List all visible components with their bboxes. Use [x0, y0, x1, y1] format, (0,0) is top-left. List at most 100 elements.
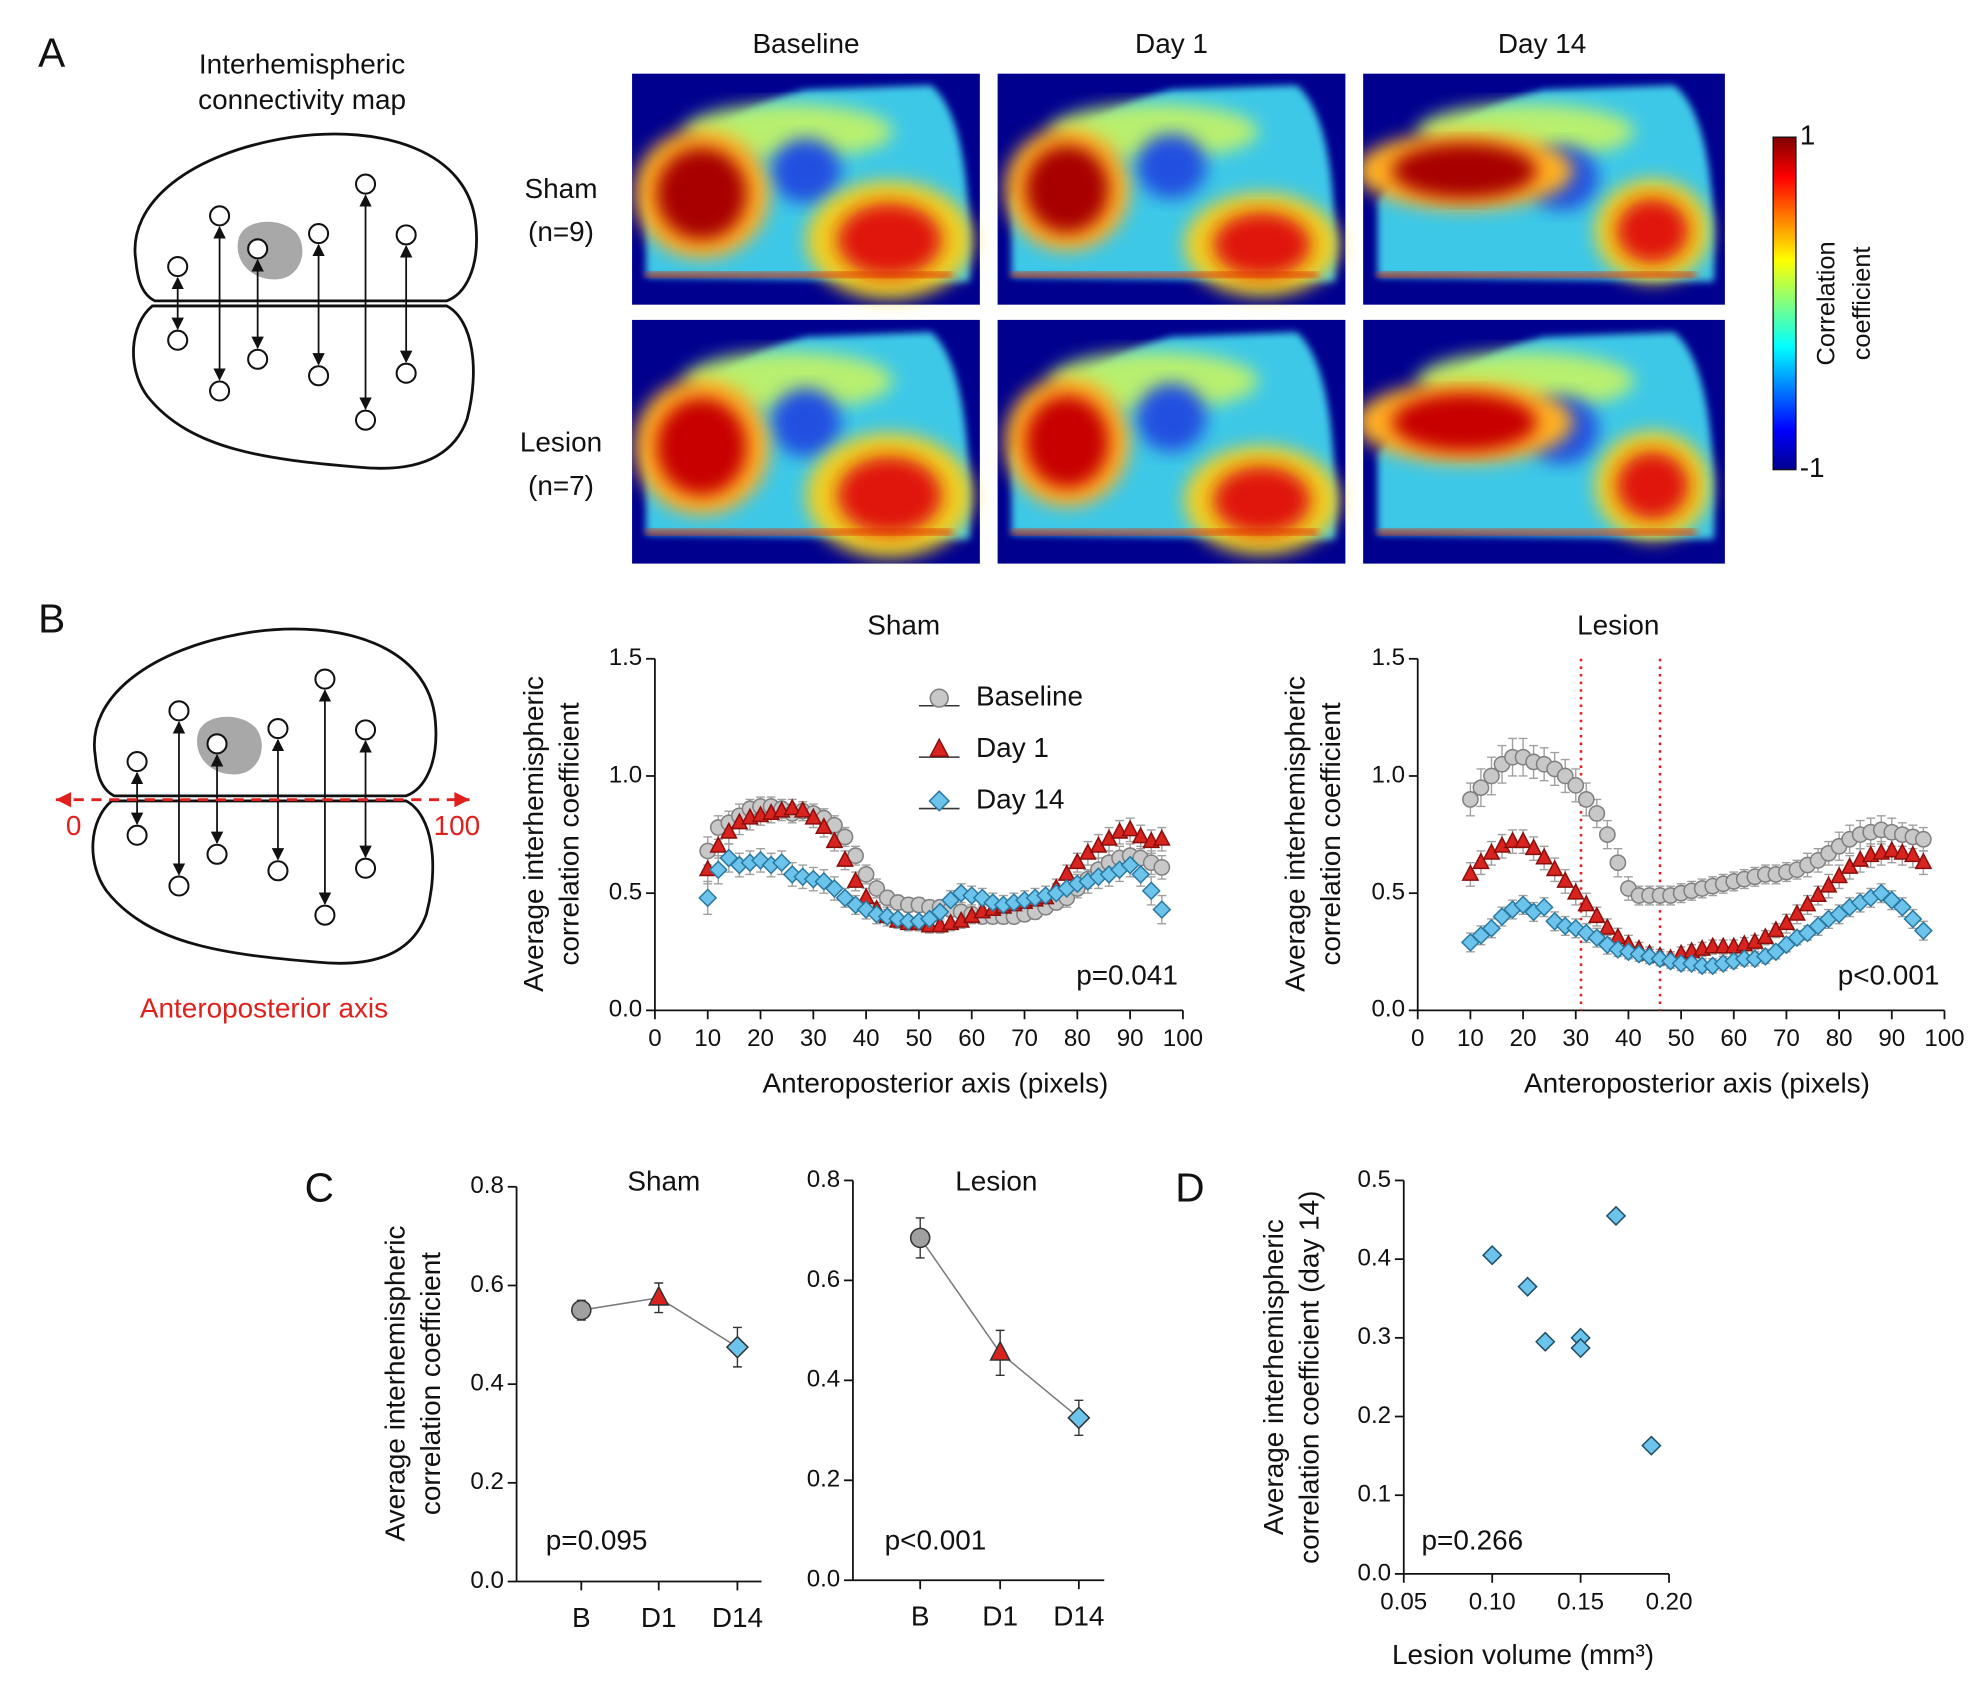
map-title: Interhemispheric — [199, 48, 405, 79]
x-tick-label: 30 — [800, 1025, 827, 1052]
heatmap-blob — [771, 138, 841, 204]
brain-diagram-axis — [55, 629, 470, 963]
chart-title: Sham — [627, 1165, 700, 1196]
x-tick-label: D14 — [712, 1602, 763, 1633]
marker — [1514, 831, 1532, 849]
x-tick-label: 0.10 — [1469, 1588, 1516, 1615]
heatmap-body — [1363, 85, 1715, 283]
marker — [1577, 894, 1596, 912]
heatmap-stripe — [1377, 529, 1696, 535]
marker — [1120, 855, 1140, 875]
x-tick-label: 40 — [1615, 1025, 1642, 1052]
y-axis-label: Average interhemispheric — [518, 676, 549, 992]
x-tick-label: 60 — [958, 1025, 985, 1052]
x-tick-label: 90 — [1878, 1025, 1905, 1052]
heatmap-body — [633, 85, 973, 300]
marker — [824, 879, 844, 898]
marker — [846, 871, 865, 888]
y-tick-label: 0.1 — [1358, 1481, 1392, 1508]
y-tick-label: 0.8 — [807, 1166, 841, 1193]
marker — [1892, 897, 1912, 917]
y-tick-label: 0.4 — [807, 1366, 841, 1393]
y-tick-label: 0.2 — [807, 1466, 841, 1493]
chart-title: Lesion — [955, 1165, 1037, 1196]
x-tick-label: 90 — [1117, 1025, 1144, 1052]
heatmap-blob — [1025, 145, 1109, 234]
marker — [1809, 885, 1827, 902]
panel-label: B — [38, 596, 65, 642]
marker — [1567, 776, 1585, 794]
x-tick-label: 40 — [853, 1025, 880, 1052]
marker — [815, 817, 833, 835]
marker — [1893, 842, 1912, 860]
x-tick-label: 0 — [648, 1025, 661, 1052]
heatmap-blob — [837, 456, 942, 535]
annotation: p<0.001 — [885, 1525, 987, 1556]
y-tick-label: 0.0 — [1358, 1559, 1392, 1586]
heatmaps — [632, 73, 1725, 564]
row-label: Sham — [525, 173, 598, 204]
marker — [719, 848, 739, 868]
marker — [1914, 852, 1933, 870]
marker — [1535, 1331, 1556, 1352]
marker — [1131, 826, 1150, 844]
y-tick-label: 0.4 — [470, 1370, 504, 1397]
heatmap-blob — [1392, 142, 1537, 199]
x-tick-label: 70 — [1011, 1025, 1038, 1052]
heatmap-blob — [1136, 133, 1207, 199]
marker — [1714, 936, 1733, 954]
y-tick-label: 0.2 — [1358, 1402, 1392, 1429]
marker — [1577, 791, 1595, 808]
annotation: p<0.001 — [1838, 960, 1940, 991]
y-tick-label: 0.0 — [609, 996, 643, 1023]
marker — [803, 869, 823, 889]
axis-start: 0 — [66, 810, 82, 841]
marker — [1524, 838, 1543, 856]
marker — [1517, 1276, 1538, 1297]
marker — [1570, 1337, 1591, 1359]
marker — [709, 835, 728, 853]
marker — [719, 821, 738, 839]
marker — [1882, 890, 1902, 910]
marker — [983, 893, 1003, 913]
chart-title: Sham — [867, 609, 940, 640]
heatmap-stripe — [645, 272, 953, 278]
column-title: Day 14 — [1498, 28, 1586, 59]
marker — [793, 800, 812, 818]
heatmap — [997, 73, 1346, 305]
marker — [708, 860, 728, 880]
marker — [856, 900, 876, 920]
marker — [1598, 917, 1617, 935]
marker — [1609, 854, 1627, 872]
marker — [1915, 830, 1932, 848]
y-tick-label: 1.5 — [609, 644, 643, 671]
heatmap-body — [1004, 85, 1340, 297]
heatmap-blob — [1616, 451, 1689, 520]
marker — [1830, 866, 1848, 884]
row-label: Lesion — [520, 427, 602, 458]
y-axis-label: correlation coefficient — [1315, 702, 1346, 965]
heatmap — [632, 73, 980, 305]
y-tick-label: 0.5 — [1372, 879, 1406, 906]
marker — [1556, 871, 1575, 888]
y-axis-label: correlation coefficient (day 14) — [1293, 1191, 1324, 1564]
x-tick-label: 80 — [1826, 1025, 1853, 1052]
legend-marker — [929, 737, 950, 757]
marker — [772, 853, 792, 873]
panel-label: A — [38, 30, 65, 76]
marker — [1152, 900, 1172, 920]
legend-label: Day 14 — [976, 783, 1064, 814]
marker — [1534, 897, 1554, 917]
x-tick-label: 10 — [1457, 1025, 1484, 1052]
heatmap-blob — [1025, 395, 1109, 489]
annotation: p=0.041 — [1076, 960, 1178, 991]
y-tick-label: 0.3 — [1358, 1323, 1392, 1350]
x-tick-label: B — [572, 1602, 591, 1633]
x-tick-label: D14 — [1053, 1601, 1104, 1632]
marker — [1068, 852, 1087, 870]
x-tick-label: 50 — [1668, 1025, 1695, 1052]
marker — [972, 888, 992, 908]
x-tick-label: 0.20 — [1646, 1588, 1693, 1615]
marker — [725, 1335, 749, 1359]
